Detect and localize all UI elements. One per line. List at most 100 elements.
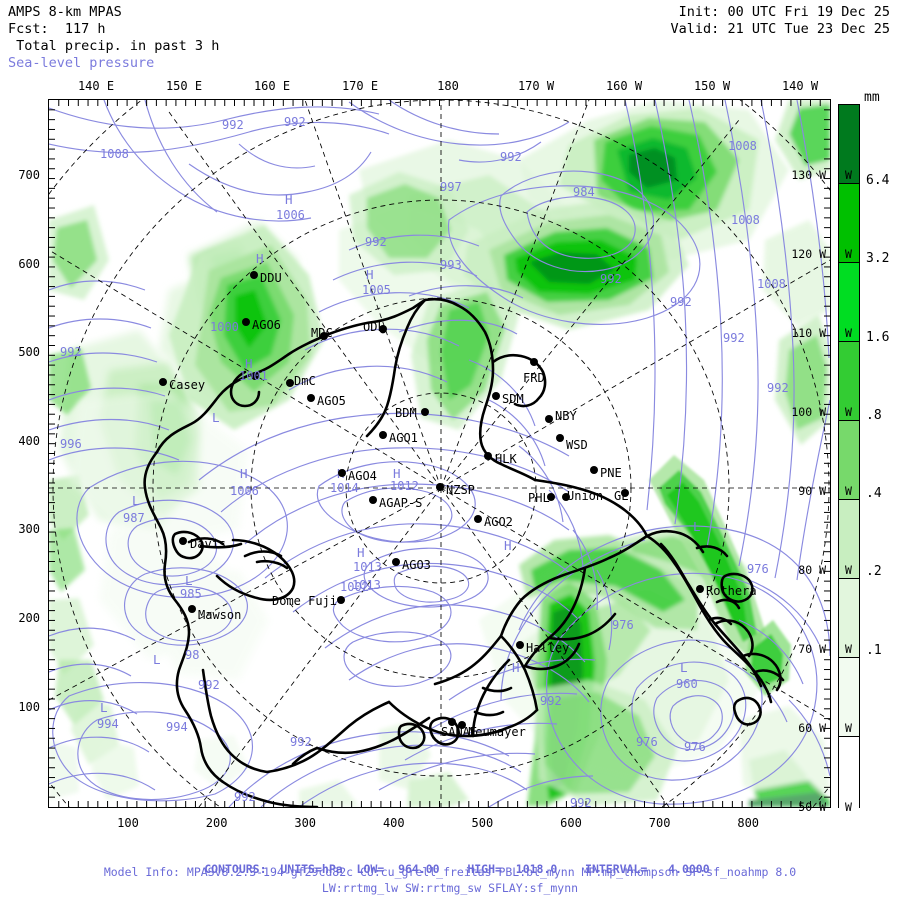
station-marker[interactable] <box>547 493 555 501</box>
right-longitude-label: 110 W <box>791 326 826 340</box>
station-marker[interactable] <box>492 392 500 400</box>
station-marker[interactable] <box>530 358 538 366</box>
colorbar-segment <box>839 578 859 658</box>
contour-value-label: 1006 <box>230 484 259 498</box>
contour-value-label: 992 <box>767 381 789 395</box>
longitude-label: 150 W <box>693 79 731 93</box>
low-pressure-marker: L <box>100 700 108 715</box>
longitude-label: 160 E <box>253 79 291 93</box>
station-marker[interactable] <box>392 558 400 566</box>
contour-value-label: 993 <box>440 258 462 272</box>
precip-colorbar[interactable] <box>838 104 860 815</box>
contour-value-label: 992 <box>540 694 562 708</box>
colorbar-tick-label: 3.2 <box>866 251 890 267</box>
station-marker[interactable] <box>379 325 387 333</box>
contour-value-label: 976 <box>636 735 658 749</box>
longitude-label: 150 E <box>165 79 203 93</box>
colorbar-tick-label: .8 <box>866 407 882 423</box>
map-plot-area: 992 992 1008 992 997 984 1008 H 1006 1008 992 993 H 9… <box>48 99 831 808</box>
station-label: SDM <box>502 392 524 406</box>
colorbar-tick-label: .1 <box>866 642 882 658</box>
station-marker[interactable] <box>179 537 187 545</box>
footer-model-info: Model Info: MPASv8.2.3-194-gf29cd82c CU:… <box>103 865 797 879</box>
station-marker[interactable] <box>337 596 345 604</box>
station-label: Dome Fuji <box>272 594 338 608</box>
contour-value-label: 992 <box>222 118 244 132</box>
y-axis-label: 600 <box>18 256 40 271</box>
header-init-time: Init: 00 UTC Fri 19 Dec 25 <box>678 4 890 20</box>
x-axis-label: 600 <box>560 816 582 830</box>
station-label: Mawson <box>198 608 242 622</box>
colorbar-segment <box>839 341 859 421</box>
contour-value-label: 992 <box>600 272 622 286</box>
right-longitude-tick-glyph: W <box>845 800 852 814</box>
y-axis-label: 500 <box>18 345 40 360</box>
y-axis-label: 200 <box>18 611 40 625</box>
high-pressure-marker: H <box>504 538 512 553</box>
low-pressure-marker: L <box>185 573 193 588</box>
station-marker[interactable] <box>474 515 482 523</box>
contour-value-label: 98 <box>185 648 200 662</box>
header-forecast-hour: Fcst: 117 h <box>8 21 106 37</box>
right-longitude-tick-glyph: W <box>845 721 852 735</box>
station-marker[interactable] <box>545 415 553 423</box>
station-label: HLK <box>495 452 517 466</box>
contour-value-label: 992 <box>290 735 312 749</box>
graticule <box>49 100 830 807</box>
x-axis-label: 400 <box>382 816 405 830</box>
header-model-title: AMPS 8-km MPAS <box>8 4 122 20</box>
contour-value-label: 1000 <box>210 320 239 334</box>
right-longitude-label: 70 W <box>798 642 826 656</box>
station-marker[interactable] <box>448 718 456 726</box>
longitude-label: 170 W <box>517 79 555 93</box>
station-marker[interactable] <box>421 408 429 416</box>
contour-value-label: 992 <box>570 796 592 808</box>
station-label: MDC <box>311 326 333 340</box>
colorbar-segment <box>839 499 859 579</box>
station-label: AGO1 <box>389 431 418 445</box>
station-marker[interactable] <box>436 483 444 491</box>
station-marker[interactable] <box>696 585 704 593</box>
station-marker[interactable] <box>484 452 492 460</box>
station-marker[interactable] <box>338 469 346 477</box>
header-valid-time: Valid: 21 UTC Tue 23 Dec 25 <box>670 21 890 37</box>
y-axis-label: 400 <box>18 433 40 448</box>
right-longitude-tick-glyph: W <box>845 563 852 577</box>
contour-value-label: 992 <box>500 150 522 164</box>
station-marker[interactable] <box>242 318 250 326</box>
station-marker[interactable] <box>320 332 328 340</box>
colorbar-tick-label: .4 <box>866 486 882 502</box>
right-longitude-label: 60 W <box>798 721 826 735</box>
station-label: AGO5 <box>317 394 346 408</box>
station-marker[interactable] <box>379 431 387 439</box>
contour-value-label: 1008 <box>731 213 760 227</box>
colorbar-segment <box>839 657 859 737</box>
station-marker[interactable] <box>562 493 570 501</box>
station-marker[interactable] <box>369 496 377 504</box>
station-marker[interactable] <box>286 379 294 387</box>
colorbar-segment <box>839 183 859 263</box>
x-axis-label: 300 <box>294 816 317 830</box>
station-label: Neumayer <box>468 725 526 739</box>
low-pressure-marker: L <box>153 652 161 667</box>
header-overlay-name: Sea-level pressure <box>8 55 155 71</box>
low-pressure-marker: L <box>680 660 688 675</box>
station-marker[interactable] <box>307 394 315 402</box>
station-marker[interactable] <box>188 605 196 613</box>
high-pressure-marker: H <box>366 267 374 282</box>
precipitation-shading <box>49 100 830 807</box>
station-marker[interactable] <box>159 378 167 386</box>
station-label: AGO3 <box>402 558 431 572</box>
footer-contours-line: CONTOURS: UNITS=hPa LOW= 964.00 HIGH= 10… <box>0 848 900 876</box>
station-marker[interactable] <box>250 271 258 279</box>
station-marker[interactable] <box>590 466 598 474</box>
station-marker[interactable] <box>556 434 564 442</box>
longitude-label: 180 <box>437 79 459 93</box>
colorbar-segment <box>839 736 859 815</box>
contour-value-label: 992 <box>60 345 82 359</box>
contour-value-label: 992 <box>365 235 387 249</box>
colorbar-segment <box>839 262 859 342</box>
station-marker[interactable] <box>458 721 466 729</box>
station-marker[interactable] <box>516 641 524 649</box>
station-marker[interactable] <box>621 489 629 497</box>
